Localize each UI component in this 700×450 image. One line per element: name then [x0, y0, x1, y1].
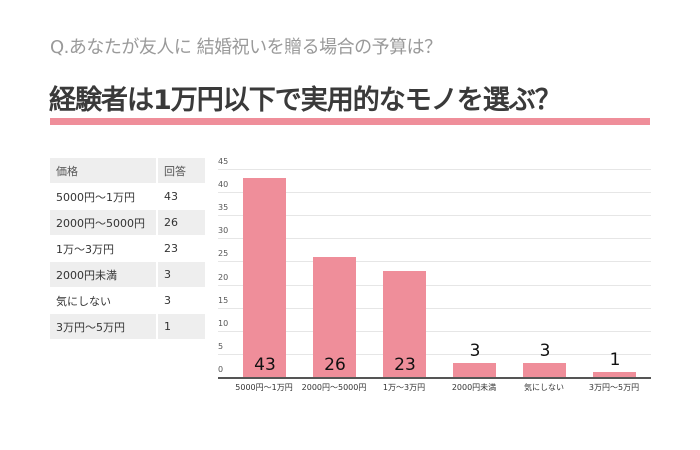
value-label: 3	[539, 341, 551, 362]
y-tick-label: 45	[218, 157, 229, 166]
y-tick-label: 40	[218, 180, 229, 190]
question-text: Q.あなたが友人に 結婚祝いを贈る場合の予算は？	[50, 37, 442, 58]
table-row: 2000円～5000円 26	[50, 210, 205, 236]
y-tick-label: 30	[218, 226, 229, 236]
bar	[243, 178, 286, 377]
table-row: 気にしない 3	[50, 288, 205, 314]
value-label: 1	[609, 350, 621, 371]
gridline	[218, 307, 651, 309]
x-tick-label: 2000円未満	[451, 383, 497, 392]
gridline	[218, 238, 651, 240]
cell-price: 3万円～5万円	[50, 314, 158, 340]
accent-divider	[50, 118, 650, 125]
gridline	[218, 284, 651, 286]
value-label: 43	[254, 355, 276, 375]
cell-count: 1	[158, 314, 205, 340]
gridline	[218, 330, 651, 332]
gridline	[218, 261, 651, 263]
bar	[593, 372, 636, 377]
table-row: 1万～3万円 23	[50, 236, 205, 262]
value-label: 23	[394, 355, 416, 375]
bar	[523, 363, 566, 377]
x-axis-line	[218, 377, 651, 379]
x-tick-label: 2000円～5000円	[301, 383, 367, 392]
cell-price: 1万～3万円	[50, 236, 158, 262]
cell-count: 3	[158, 262, 205, 288]
bar	[383, 270, 426, 377]
x-tick-label: 3万円～5万円	[588, 383, 640, 392]
y-tick-label: 15	[218, 295, 229, 305]
value-label: 3	[469, 341, 481, 362]
table-row: 2000円未満 3	[50, 262, 205, 288]
bar	[313, 256, 356, 377]
cell-count: 43	[158, 184, 205, 210]
y-tick-label: 10	[218, 318, 229, 328]
gridline	[218, 215, 651, 217]
gridline	[218, 192, 651, 194]
y-tick-label: 35	[218, 203, 229, 213]
cell-price: 2000円～5000円	[50, 210, 158, 236]
bar	[453, 363, 496, 377]
data-table: 価格 回答 5000円～1万円 43 2000円～5000円 26 1万～3万円…	[50, 158, 205, 340]
y-tick-label: 25	[218, 249, 229, 259]
y-tick-label: 0	[218, 365, 224, 374]
x-tick-label: 気にしない	[524, 383, 564, 392]
cell-price: 2000円未満	[50, 262, 158, 288]
column-header-answers: 回答	[158, 158, 205, 184]
table-row: 3万円～5万円 1	[50, 314, 205, 340]
x-tick-label: 1万～3万円	[382, 383, 426, 392]
cell-count: 23	[158, 236, 205, 262]
cell-price: 5000円～1万円	[50, 184, 158, 210]
gridline	[218, 169, 651, 170]
gridline	[218, 353, 651, 355]
x-tick-label: 5000円～1万円	[235, 383, 293, 392]
cell-count: 3	[158, 288, 205, 314]
y-tick-label: 5	[218, 341, 224, 351]
cell-price: 気にしない	[50, 288, 158, 314]
value-label: 26	[324, 355, 346, 375]
cell-count: 26	[158, 210, 205, 236]
table-header-row: 価格 回答	[50, 158, 205, 184]
y-tick-label: 20	[218, 272, 229, 282]
column-header-price: 価格	[50, 158, 158, 184]
table-row: 5000円～1万円 43	[50, 184, 205, 210]
page-title: 経験者は1万円以下で実用的なモノを選ぶ？	[49, 85, 562, 116]
